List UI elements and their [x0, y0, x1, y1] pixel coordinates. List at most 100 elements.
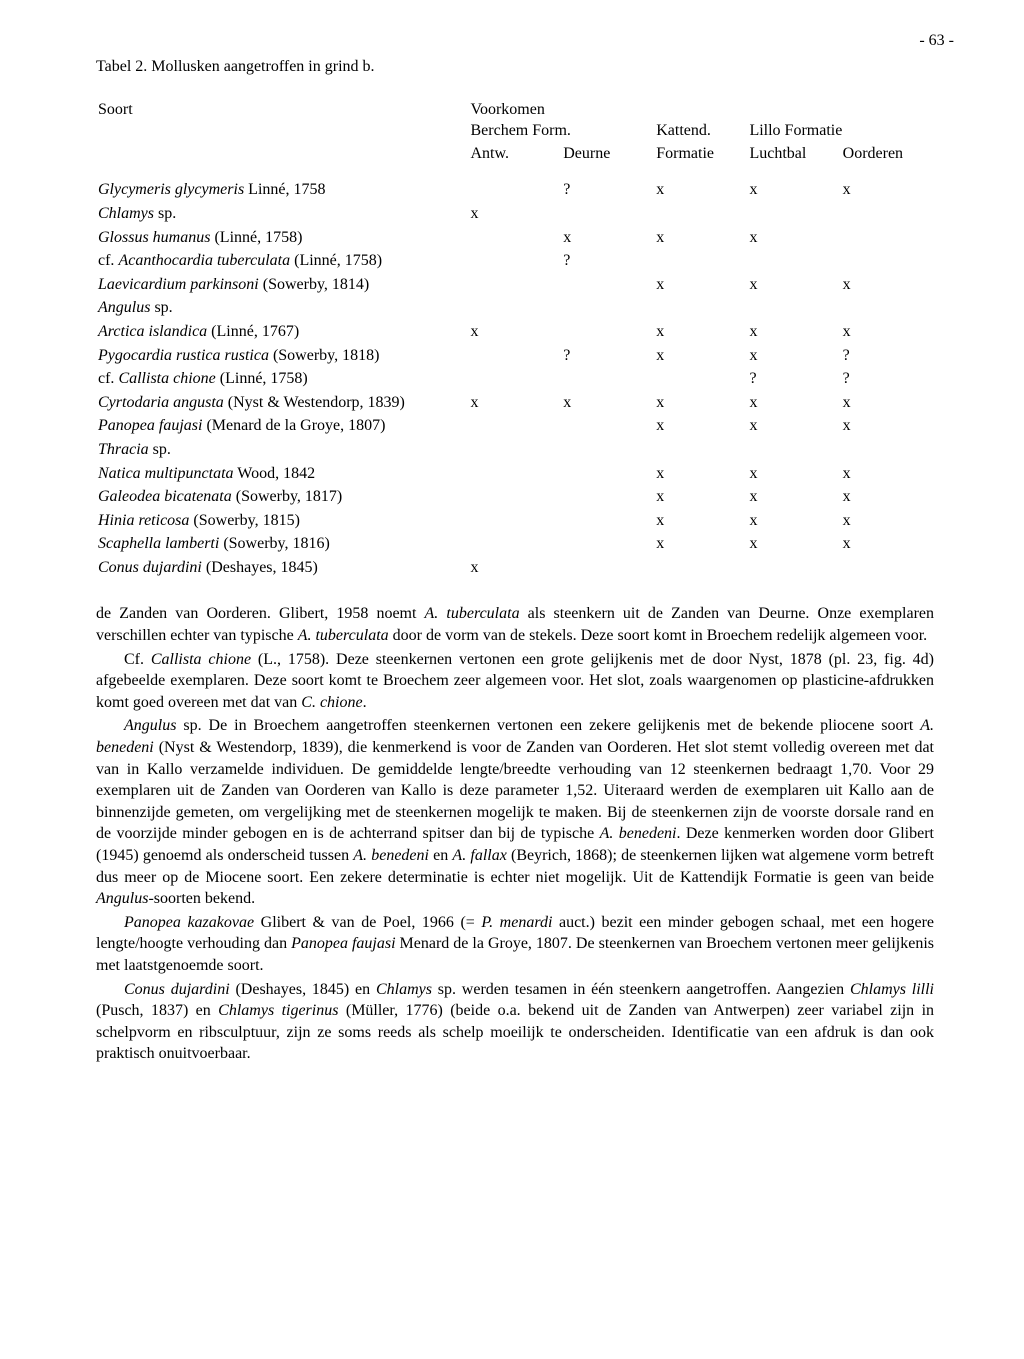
presence-mark: x — [654, 509, 747, 533]
presence-mark — [654, 202, 747, 226]
presence-mark: x — [841, 414, 934, 438]
header-formatie: Formatie — [654, 143, 747, 179]
table-title: Tabel 2. Mollusken aangetroffen in grind… — [96, 56, 934, 78]
species-name: Conus dujardini (Deshayes, 1845) — [96, 556, 468, 580]
paragraph-5: Conus dujardini (Deshayes, 1845) en Chla… — [96, 979, 934, 1065]
table-row: Pygocardia rustica rustica (Sowerby, 181… — [96, 344, 934, 368]
species-name: Chlamys sp. — [96, 202, 468, 226]
header-luchtbal: Luchtbal — [747, 143, 840, 179]
presence-mark: x — [841, 532, 934, 556]
presence-mark — [561, 367, 654, 391]
presence-mark: x — [654, 178, 747, 202]
presence-mark — [561, 556, 654, 580]
header-voorkomen: Voorkomen — [468, 98, 654, 121]
presence-mark — [468, 344, 561, 368]
species-name: cf. Callista chione (Linné, 1758) — [96, 367, 468, 391]
presence-mark: ? — [561, 178, 654, 202]
presence-mark: ? — [841, 367, 934, 391]
presence-mark: x — [747, 320, 840, 344]
species-name: Natica multipunctata Wood, 1842 — [96, 462, 468, 486]
species-name: Scaphella lamberti (Sowerby, 1816) — [96, 532, 468, 556]
species-name: Arctica islandica (Linné, 1767) — [96, 320, 468, 344]
presence-mark: x — [747, 226, 840, 250]
presence-mark — [468, 249, 561, 273]
presence-mark: x — [468, 391, 561, 415]
presence-mark — [561, 202, 654, 226]
presence-mark — [841, 202, 934, 226]
presence-mark: x — [654, 462, 747, 486]
presence-mark: x — [654, 226, 747, 250]
presence-mark — [654, 296, 747, 320]
page-number: - 63 - — [919, 30, 954, 52]
presence-mark — [747, 249, 840, 273]
presence-mark — [468, 414, 561, 438]
table-row: cf. Acanthocardia tuberculata (Linné, 17… — [96, 249, 934, 273]
table-row: Glossus humanus (Linné, 1758)xxx — [96, 226, 934, 250]
presence-mark: x — [654, 320, 747, 344]
document-page: - 63 - Tabel 2. Mollusken aangetroffen i… — [0, 0, 1024, 1359]
presence-mark — [561, 438, 654, 462]
presence-mark: x — [654, 414, 747, 438]
presence-mark — [468, 296, 561, 320]
presence-mark: x — [747, 532, 840, 556]
species-name: Cyrtodaria angusta (Nyst & Westendorp, 1… — [96, 391, 468, 415]
header-deurne: Deurne — [561, 143, 654, 179]
presence-mark: x — [841, 178, 934, 202]
species-name: Panopea faujasi (Menard de la Groye, 180… — [96, 414, 468, 438]
presence-mark: x — [841, 485, 934, 509]
presence-mark: x — [654, 532, 747, 556]
presence-mark — [468, 273, 561, 297]
presence-mark: x — [654, 391, 747, 415]
table-header-row-2: Berchem Form. Kattend. Lillo Formatie — [96, 120, 934, 143]
presence-mark — [468, 509, 561, 533]
presence-mark — [841, 556, 934, 580]
table-row: Chlamys sp.x — [96, 202, 934, 226]
presence-mark: x — [561, 391, 654, 415]
table-row: Natica multipunctata Wood, 1842xxx — [96, 462, 934, 486]
body-text: de Zanden van Oorderen. Glibert, 1958 no… — [96, 603, 934, 1064]
table-row: Conus dujardini (Deshayes, 1845)x — [96, 556, 934, 580]
presence-mark — [747, 556, 840, 580]
table-row: Scaphella lamberti (Sowerby, 1816)xxx — [96, 532, 934, 556]
species-name: Angulus sp. — [96, 296, 468, 320]
table-row: Arctica islandica (Linné, 1767)xxxx — [96, 320, 934, 344]
species-name: Glycymeris glycymeris Linné, 1758 — [96, 178, 468, 202]
presence-mark: ? — [747, 367, 840, 391]
presence-mark — [747, 438, 840, 462]
presence-mark: ? — [561, 249, 654, 273]
header-soort: Soort — [96, 98, 468, 121]
presence-mark: x — [841, 320, 934, 344]
presence-mark — [468, 532, 561, 556]
presence-mark — [561, 320, 654, 344]
paragraph-3: Angulus sp. De in Broechem aangetroffen … — [96, 715, 934, 909]
presence-mark — [841, 226, 934, 250]
header-oorderen: Oorderen — [841, 143, 934, 179]
presence-mark: x — [654, 485, 747, 509]
presence-mark — [747, 296, 840, 320]
presence-mark — [561, 532, 654, 556]
presence-mark: x — [747, 509, 840, 533]
table-row: Angulus sp. — [96, 296, 934, 320]
species-name: Galeodea bicatenata (Sowerby, 1817) — [96, 485, 468, 509]
presence-mark: x — [654, 344, 747, 368]
header-lillo: Lillo Formatie — [747, 120, 934, 143]
header-berchem: Berchem Form. — [468, 120, 654, 143]
table-header-row-1: Soort Voorkomen — [96, 98, 934, 121]
table-row: Panopea faujasi (Menard de la Groye, 180… — [96, 414, 934, 438]
presence-mark: x — [841, 462, 934, 486]
presence-mark: x — [468, 202, 561, 226]
header-antw: Antw. — [468, 143, 561, 179]
presence-mark — [747, 202, 840, 226]
presence-mark — [841, 249, 934, 273]
presence-mark — [561, 414, 654, 438]
species-name: cf. Acanthocardia tuberculata (Linné, 17… — [96, 249, 468, 273]
paragraph-4: Panopea kazakovae Glibert & van de Poel,… — [96, 912, 934, 977]
presence-mark — [654, 367, 747, 391]
presence-mark: x — [468, 320, 561, 344]
presence-mark: x — [747, 462, 840, 486]
presence-mark: x — [747, 391, 840, 415]
species-table: Soort Voorkomen Berchem Form. Kattend. L… — [96, 98, 934, 580]
presence-mark — [468, 367, 561, 391]
presence-mark — [561, 509, 654, 533]
presence-mark — [654, 249, 747, 273]
